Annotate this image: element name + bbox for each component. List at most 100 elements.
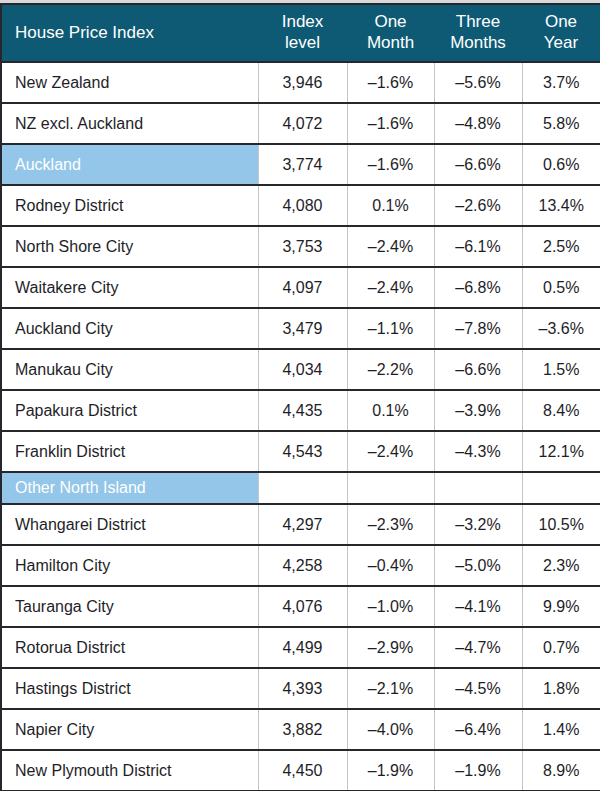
one-year-value: 9.9% bbox=[522, 586, 600, 627]
three-months-value: –7.8% bbox=[434, 308, 522, 349]
three-months-value bbox=[434, 472, 522, 504]
three-months-value: –4.5% bbox=[434, 668, 522, 709]
table-row: North Shore City 3,753 –2.4% –6.1% 2.5% bbox=[1, 226, 600, 267]
three-months-value: –6.1% bbox=[434, 226, 522, 267]
three-months-value: –4.1% bbox=[434, 586, 522, 627]
table-row: Whangarei District 4,297 –2.3% –3.2% 10.… bbox=[1, 504, 600, 545]
house-price-index-report: House Price Index Index level One Month … bbox=[0, 0, 600, 791]
column-header-one-year: One Year bbox=[522, 4, 600, 62]
one-month-value bbox=[347, 472, 434, 504]
index-level-value: 4,076 bbox=[258, 586, 347, 627]
table-header: House Price Index Index level One Month … bbox=[1, 4, 600, 62]
one-year-value: 10.5% bbox=[522, 504, 600, 545]
three-months-value: –3.2% bbox=[434, 504, 522, 545]
three-months-value: –6.6% bbox=[434, 144, 522, 185]
one-month-value: –0.4% bbox=[347, 545, 434, 586]
one-month-value: –2.1% bbox=[347, 668, 434, 709]
three-months-value: –3.9% bbox=[434, 390, 522, 431]
index-level-value: 4,080 bbox=[258, 185, 347, 226]
three-months-value: –6.6% bbox=[434, 349, 522, 390]
three-months-value: –5.6% bbox=[434, 62, 522, 103]
three-months-value: –5.0% bbox=[434, 545, 522, 586]
one-month-value: –1.0% bbox=[347, 586, 434, 627]
section-label: Other North Island bbox=[1, 472, 258, 504]
index-level-value: 4,543 bbox=[258, 431, 347, 472]
index-level-value: 4,393 bbox=[258, 668, 347, 709]
index-level-value: 3,774 bbox=[258, 144, 347, 185]
region-label: Rodney District bbox=[1, 185, 258, 226]
region-label: Franklin District bbox=[1, 431, 258, 472]
one-year-value: 12.1% bbox=[522, 431, 600, 472]
one-month-value: –2.2% bbox=[347, 349, 434, 390]
index-level-value: 4,450 bbox=[258, 750, 347, 791]
one-year-value: 8.4% bbox=[522, 390, 600, 431]
one-month-value: –2.3% bbox=[347, 504, 434, 545]
one-year-value: 0.6% bbox=[522, 144, 600, 185]
index-level-value: 4,258 bbox=[258, 545, 347, 586]
index-level-value: 3,479 bbox=[258, 308, 347, 349]
one-year-value: 1.8% bbox=[522, 668, 600, 709]
region-label: North Shore City bbox=[1, 226, 258, 267]
index-level-value: 4,097 bbox=[258, 267, 347, 308]
table-title: House Price Index bbox=[1, 4, 258, 62]
one-year-value: 8.9% bbox=[522, 750, 600, 791]
index-level-value bbox=[258, 472, 347, 504]
one-month-value: –1.6% bbox=[347, 62, 434, 103]
table-row: NZ excl. Auckland 4,072 –1.6% –4.8% 5.8% bbox=[1, 103, 600, 144]
region-label: New Zealand bbox=[1, 62, 258, 103]
table-row: Franklin District 4,543 –2.4% –4.3% 12.1… bbox=[1, 431, 600, 472]
table-row: Tauranga City 4,076 –1.0% –4.1% 9.9% bbox=[1, 586, 600, 627]
one-month-value: –1.1% bbox=[347, 308, 434, 349]
index-level-value: 3,882 bbox=[258, 709, 347, 750]
three-months-value: –2.6% bbox=[434, 185, 522, 226]
region-label: New Plymouth District bbox=[1, 750, 258, 791]
region-label: Auckland City bbox=[1, 308, 258, 349]
region-label: Hamilton City bbox=[1, 545, 258, 586]
column-header-three-months: Three Months bbox=[434, 4, 522, 62]
region-label: Papakura District bbox=[1, 390, 258, 431]
region-label: Waitakere City bbox=[1, 267, 258, 308]
three-months-value: –1.9% bbox=[434, 750, 522, 791]
one-month-value: –4.0% bbox=[347, 709, 434, 750]
region-label: Hastings District bbox=[1, 668, 258, 709]
house-price-index-table: House Price Index Index level One Month … bbox=[0, 3, 600, 791]
table-row: Papakura District 4,435 0.1% –3.9% 8.4% bbox=[1, 390, 600, 431]
section-row-auckland: Auckland 3,774 –1.6% –6.6% 0.6% bbox=[1, 144, 600, 185]
region-label: Manukau City bbox=[1, 349, 258, 390]
three-months-value: –4.7% bbox=[434, 627, 522, 668]
table-row: Hastings District 4,393 –2.1% –4.5% 1.8% bbox=[1, 668, 600, 709]
index-level-value: 4,297 bbox=[258, 504, 347, 545]
table-body: New Zealand 3,946 –1.6% –5.6% 3.7% NZ ex… bbox=[1, 62, 600, 791]
index-level-value: 4,499 bbox=[258, 627, 347, 668]
one-year-value: 2.5% bbox=[522, 226, 600, 267]
region-label: Whangarei District bbox=[1, 504, 258, 545]
one-year-value: 3.7% bbox=[522, 62, 600, 103]
one-month-value: –1.6% bbox=[347, 144, 434, 185]
column-header-one-month: One Month bbox=[347, 4, 434, 62]
one-year-value: –3.6% bbox=[522, 308, 600, 349]
index-level-value: 4,435 bbox=[258, 390, 347, 431]
region-label: Napier City bbox=[1, 709, 258, 750]
one-year-value: 1.5% bbox=[522, 349, 600, 390]
table-row: Waitakere City 4,097 –2.4% –6.8% 0.5% bbox=[1, 267, 600, 308]
index-level-value: 3,753 bbox=[258, 226, 347, 267]
three-months-value: –6.8% bbox=[434, 267, 522, 308]
section-row-other-north-island: Other North Island bbox=[1, 472, 600, 504]
one-month-value: –2.9% bbox=[347, 627, 434, 668]
region-label: NZ excl. Auckland bbox=[1, 103, 258, 144]
one-month-value: –2.4% bbox=[347, 226, 434, 267]
table-row: Auckland City 3,479 –1.1% –7.8% –3.6% bbox=[1, 308, 600, 349]
one-month-value: –2.4% bbox=[347, 431, 434, 472]
table-row: Hamilton City 4,258 –0.4% –5.0% 2.3% bbox=[1, 545, 600, 586]
one-year-value: 0.7% bbox=[522, 627, 600, 668]
table-row: Rodney District 4,080 0.1% –2.6% 13.4% bbox=[1, 185, 600, 226]
one-year-value: 2.3% bbox=[522, 545, 600, 586]
three-months-value: –4.8% bbox=[434, 103, 522, 144]
one-year-value bbox=[522, 472, 600, 504]
one-month-value: 0.1% bbox=[347, 185, 434, 226]
one-month-value: 0.1% bbox=[347, 390, 434, 431]
column-header-index-level: Index level bbox=[258, 4, 347, 62]
one-month-value: –1.6% bbox=[347, 103, 434, 144]
table-row: New Zealand 3,946 –1.6% –5.6% 3.7% bbox=[1, 62, 600, 103]
region-label: Tauranga City bbox=[1, 586, 258, 627]
